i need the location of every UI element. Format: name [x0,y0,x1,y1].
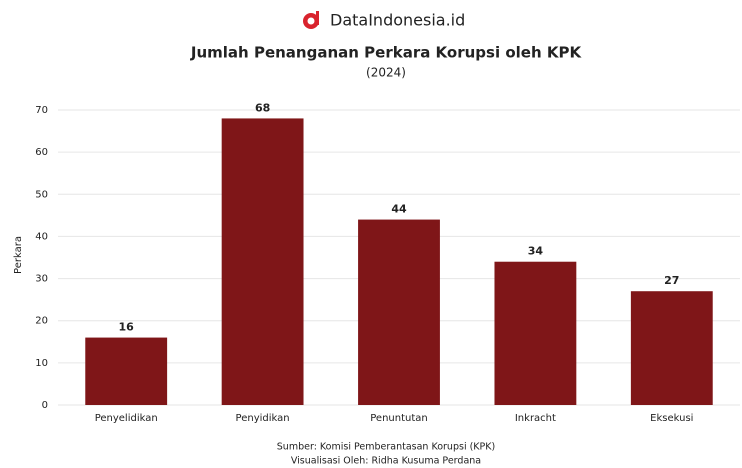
brand: DataIndonesia.id [330,11,465,30]
data-label: 68 [255,101,270,114]
y-tick-label: 20 [35,316,48,327]
x-tick-label: Penyelidikan [95,413,158,424]
chart-subtitle: (2024) [366,66,406,80]
y-tick-label: 30 [35,274,48,285]
bar [358,219,440,405]
bar [630,291,713,405]
source: Sumber: Komisi Pemberantasan Korupsi (KP… [277,442,495,453]
chart-title: Jumlah Penanganan Perkara Korupsi oleh K… [190,44,583,62]
x-tick-label: Inkracht [515,413,556,424]
y-tick-label: 10 [35,358,48,369]
bar [85,337,168,405]
data-label: 44 [391,203,407,216]
x-tick-label: Penuntutan [370,413,428,424]
x-tick-label: Eksekusi [650,413,693,424]
credit: Visualisasi Oleh: Ridha Kusuma Perdana [291,456,481,467]
y-tick-label: 60 [35,147,48,158]
data-label: 34 [528,245,544,258]
data-label: 27 [664,274,679,287]
bar [221,118,304,405]
data-label: 16 [119,321,135,334]
y-tick-label: 50 [35,189,48,200]
y-axis-label: Perkara [13,236,24,274]
bar [494,261,577,405]
y-tick-label: 0 [42,400,48,411]
x-tick-label: Penyidikan [236,413,290,424]
y-tick-label: 70 [35,105,48,116]
brand-logo [303,11,319,29]
y-tick-label: 40 [35,231,48,242]
